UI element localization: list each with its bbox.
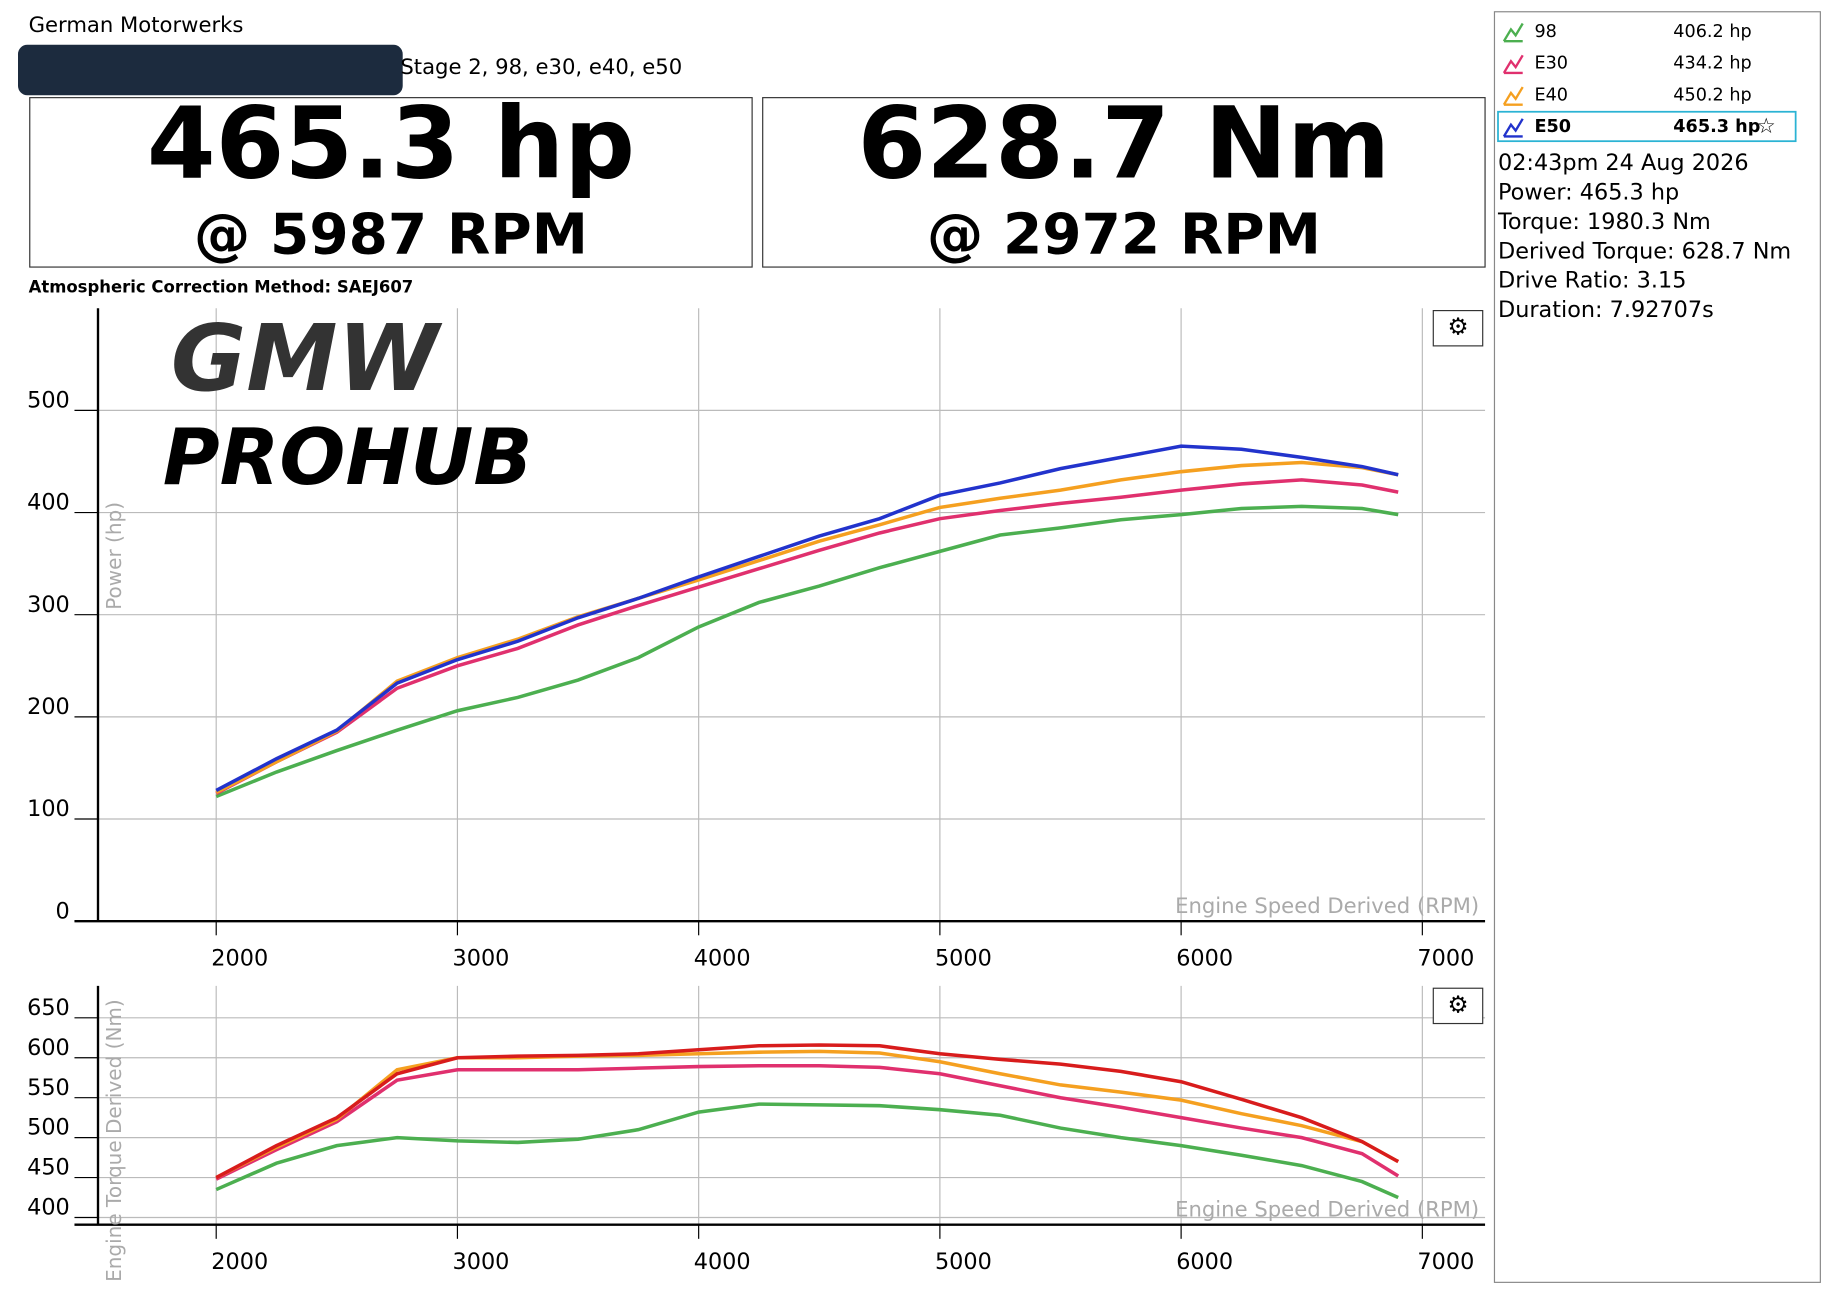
y-tick-label: 600 <box>27 1035 70 1061</box>
x-tick-label: 3000 <box>453 1249 510 1275</box>
series-line <box>215 444 1399 792</box>
settings-icon[interactable]: ⚙ <box>1447 313 1468 341</box>
run-icon[interactable] <box>1502 22 1524 43</box>
x-tick-label: 2000 <box>211 1249 268 1275</box>
subtitle: Stage 2, 98, e30, e40, e50 <box>400 54 682 79</box>
x-axis-label: Engine Speed Derived (RPM) <box>1175 1197 1479 1222</box>
info-line: 02:43pm 24 Aug 2026 <box>1498 150 1749 176</box>
x-tick-label: 3000 <box>453 945 510 971</box>
y-axis-label: Engine Torque Derived (Nm) <box>102 999 126 1282</box>
y-tick-label: 400 <box>27 490 70 516</box>
x-tick-label: 5000 <box>935 945 992 971</box>
series-line <box>215 1102 1399 1200</box>
redaction <box>18 44 403 96</box>
series-line <box>215 1063 1400 1181</box>
run-peak[interactable]: 434.2 hp <box>1673 54 1751 74</box>
run-list: 98 406.2 hp E30 434.2 hp E40 450.2 hp E50 465.3… <box>1502 22 1760 138</box>
x-axis-label: Engine Speed Derived (RPM) <box>1175 893 1479 918</box>
run-peak[interactable]: 450.2 hp <box>1673 85 1751 105</box>
plots: 2000 3000 4000 5000 6000 7000 0 100 200 300 400 500… <box>27 308 1486 1282</box>
series-line <box>215 478 1399 796</box>
y-tick-label: 0 <box>56 898 70 924</box>
x-tick-label: 4000 <box>694 945 751 971</box>
chart: 2000 3000 4000 5000 6000 7000 0 100 200 300 400 500… <box>27 308 1486 971</box>
run-peak[interactable]: 465.3 hp <box>1673 117 1760 137</box>
y-tick-label: 300 <box>27 592 70 618</box>
x-tick-label: 5000 <box>935 1249 992 1275</box>
run-icon[interactable] <box>1502 118 1524 138</box>
x-tick-label: 6000 <box>1176 1249 1233 1275</box>
star[interactable]: ☆ <box>1757 113 1776 138</box>
y-tick-label: 500 <box>27 387 70 413</box>
run-peak[interactable]: 406.2 hp <box>1673 22 1751 42</box>
run-icon[interactable] <box>1502 54 1524 75</box>
peak-value: 628.7 Nm <box>858 86 1391 201</box>
info-line: Drive Ratio: 3.15 <box>1498 268 1686 294</box>
info-line: Derived Torque: 628.7 Nm <box>1498 238 1791 264</box>
y-tick-label: 100 <box>27 796 70 822</box>
info-line: Duration: 7.92707s <box>1498 297 1714 323</box>
correction: Atmospheric Correction Method: SAEJ607 <box>29 278 414 297</box>
x-tick-label: 6000 <box>1176 945 1233 971</box>
y-tick-label: 200 <box>27 694 70 720</box>
series-line <box>215 1049 1400 1180</box>
logo-mark: GMW <box>171 305 443 412</box>
y-tick-label: 400 <box>27 1195 70 1221</box>
logo-name: PROHUB <box>163 413 533 503</box>
y-tick-label: 500 <box>27 1115 70 1141</box>
peak-box <box>29 97 753 268</box>
legend-label[interactable]: E40 <box>1534 85 1568 105</box>
y-tick-label: 650 <box>27 995 70 1021</box>
peak-rpm: @ 2972 RPM <box>927 202 1321 267</box>
legend-label[interactable]: 98 <box>1534 22 1556 42</box>
chart: 2000 3000 4000 5000 6000 7000 400 450 500 550 600 6… <box>27 985 1486 1282</box>
peak-box <box>762 97 1486 268</box>
x-tick-label: 7000 <box>1417 945 1474 971</box>
logo: GMW PROHUB <box>163 305 533 503</box>
settings-icon[interactable]: ⚙ <box>1447 990 1468 1018</box>
series-line <box>215 504 1399 799</box>
settings-button[interactable] <box>1432 987 1484 1025</box>
legend-label[interactable]: E30 <box>1534 54 1568 74</box>
side-panel <box>1493 11 1821 1283</box>
x-tick-label: 7000 <box>1417 1249 1474 1275</box>
selected-run[interactable] <box>1497 110 1797 143</box>
y-tick-label: 450 <box>27 1155 70 1181</box>
company: German Motorwerks <box>29 12 244 37</box>
y-axis-label: Power (hp) <box>102 502 126 610</box>
peak-rpm: @ 5987 RPM <box>194 202 588 267</box>
info-line: Torque: 1980.3 Nm <box>1497 209 1711 235</box>
peak-value: 465.3 hp <box>147 86 635 201</box>
x-tick-label: 4000 <box>694 1249 751 1275</box>
legend-label[interactable]: E50 <box>1534 117 1571 137</box>
series-line <box>215 1043 1400 1180</box>
run-icon[interactable] <box>1502 86 1524 106</box>
info-line: Power: 465.3 hp <box>1498 179 1679 205</box>
y-tick-label: 550 <box>27 1075 70 1101</box>
run-info: 02:43pm 24 Aug 2026 Power: 465.3 hp Torque… <box>1497 150 1791 323</box>
settings-button[interactable] <box>1432 310 1484 347</box>
series-line <box>215 460 1399 795</box>
x-tick-label: 2000 <box>211 945 268 971</box>
